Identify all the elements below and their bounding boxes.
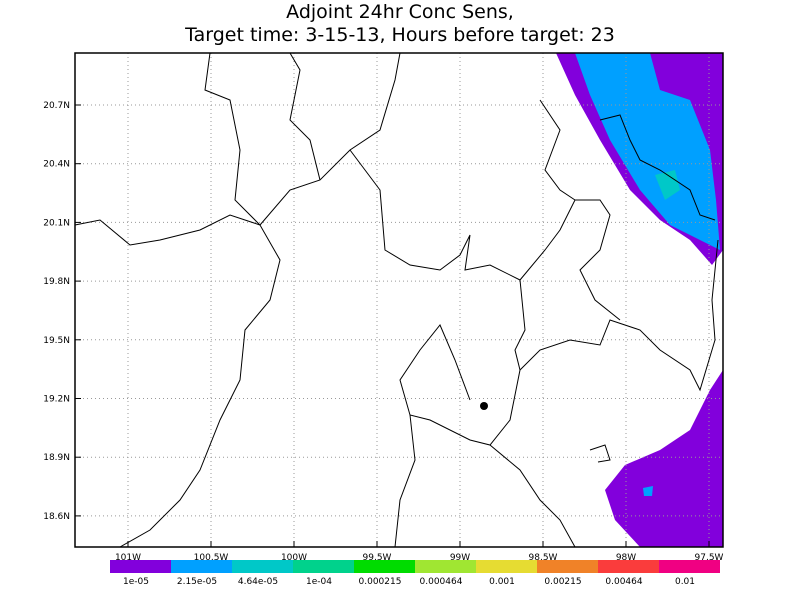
borders <box>74 52 719 548</box>
border <box>539 99 576 201</box>
title-line: Target time: 3-15-13, Hours before targe… <box>184 24 615 46</box>
border <box>599 114 716 221</box>
grid <box>75 53 723 547</box>
axis-labels: 20.7N 20.4N 20.1N 19.8N 19.5N 19.2N 18.9N 18.6N… <box>43 101 723 563</box>
border <box>589 444 611 463</box>
colorbar-swatch <box>476 560 537 573</box>
colorbar-swatch <box>537 560 598 573</box>
lat-label: 20.7N <box>43 101 70 111</box>
colorbar-label: 1e-05 <box>123 577 149 587</box>
shade-teal <box>655 170 680 200</box>
colorbar: 1e-05 2.15e-05 4.64e-05 1e-04 0.000215 0.0004… <box>110 560 720 587</box>
lon-label: 99.5W <box>363 553 392 563</box>
colorbar-swatch <box>598 560 659 573</box>
lat-label: 18.9N <box>43 453 70 463</box>
map-frame <box>74 52 724 548</box>
lat-label: 20.4N <box>43 160 70 170</box>
shade-purple <box>605 370 723 547</box>
lat-label: 19.5N <box>43 336 70 346</box>
lat-label: 19.8N <box>43 277 70 287</box>
colorbar-label: 1e-04 <box>306 577 332 587</box>
colorbar-swatch <box>659 560 720 573</box>
border <box>394 414 416 548</box>
colorbar-label: 0.001 <box>489 577 515 587</box>
shade-blue <box>643 486 653 496</box>
border <box>119 52 281 548</box>
colorbar-label: 0.01 <box>675 577 695 587</box>
target-point <box>480 402 488 410</box>
lon-label: 100.5W <box>194 553 229 563</box>
lat-label: 20.1N <box>43 218 70 228</box>
colorbar-swatch <box>293 560 354 573</box>
lon-label: 99W <box>450 553 470 563</box>
title-line: Adjoint 24hr Conc Sens, <box>286 1 514 23</box>
border <box>519 199 621 321</box>
lon-label: 97.5W <box>695 553 724 563</box>
border <box>489 444 576 548</box>
colorbar-label: 0.00215 <box>544 577 581 587</box>
colorbar-label: 0.000215 <box>359 577 402 587</box>
colorbar-label: 0.000464 <box>420 577 463 587</box>
border <box>289 52 321 181</box>
colorbar-swatch <box>354 560 415 573</box>
colorbar-swatch <box>171 560 232 573</box>
lat-label: 18.6N <box>43 512 70 522</box>
border <box>519 239 719 392</box>
lon-label: 100W <box>281 553 307 563</box>
colorbar-label: 4.64e-05 <box>238 577 278 587</box>
colorbar-swatch <box>110 560 171 573</box>
colorbar-label: 2.15e-05 <box>177 577 217 587</box>
colorbar-swatch <box>232 560 293 573</box>
lon-label: 98.5W <box>529 553 558 563</box>
colorbar-swatch <box>415 560 476 573</box>
colorbar-label: 0.00464 <box>605 577 642 587</box>
shade-blue <box>575 53 720 250</box>
lat-label: 19.2N <box>43 395 70 405</box>
border <box>349 149 526 446</box>
lon-label: 101W <box>115 553 141 563</box>
lon-label: 98W <box>616 553 636 563</box>
